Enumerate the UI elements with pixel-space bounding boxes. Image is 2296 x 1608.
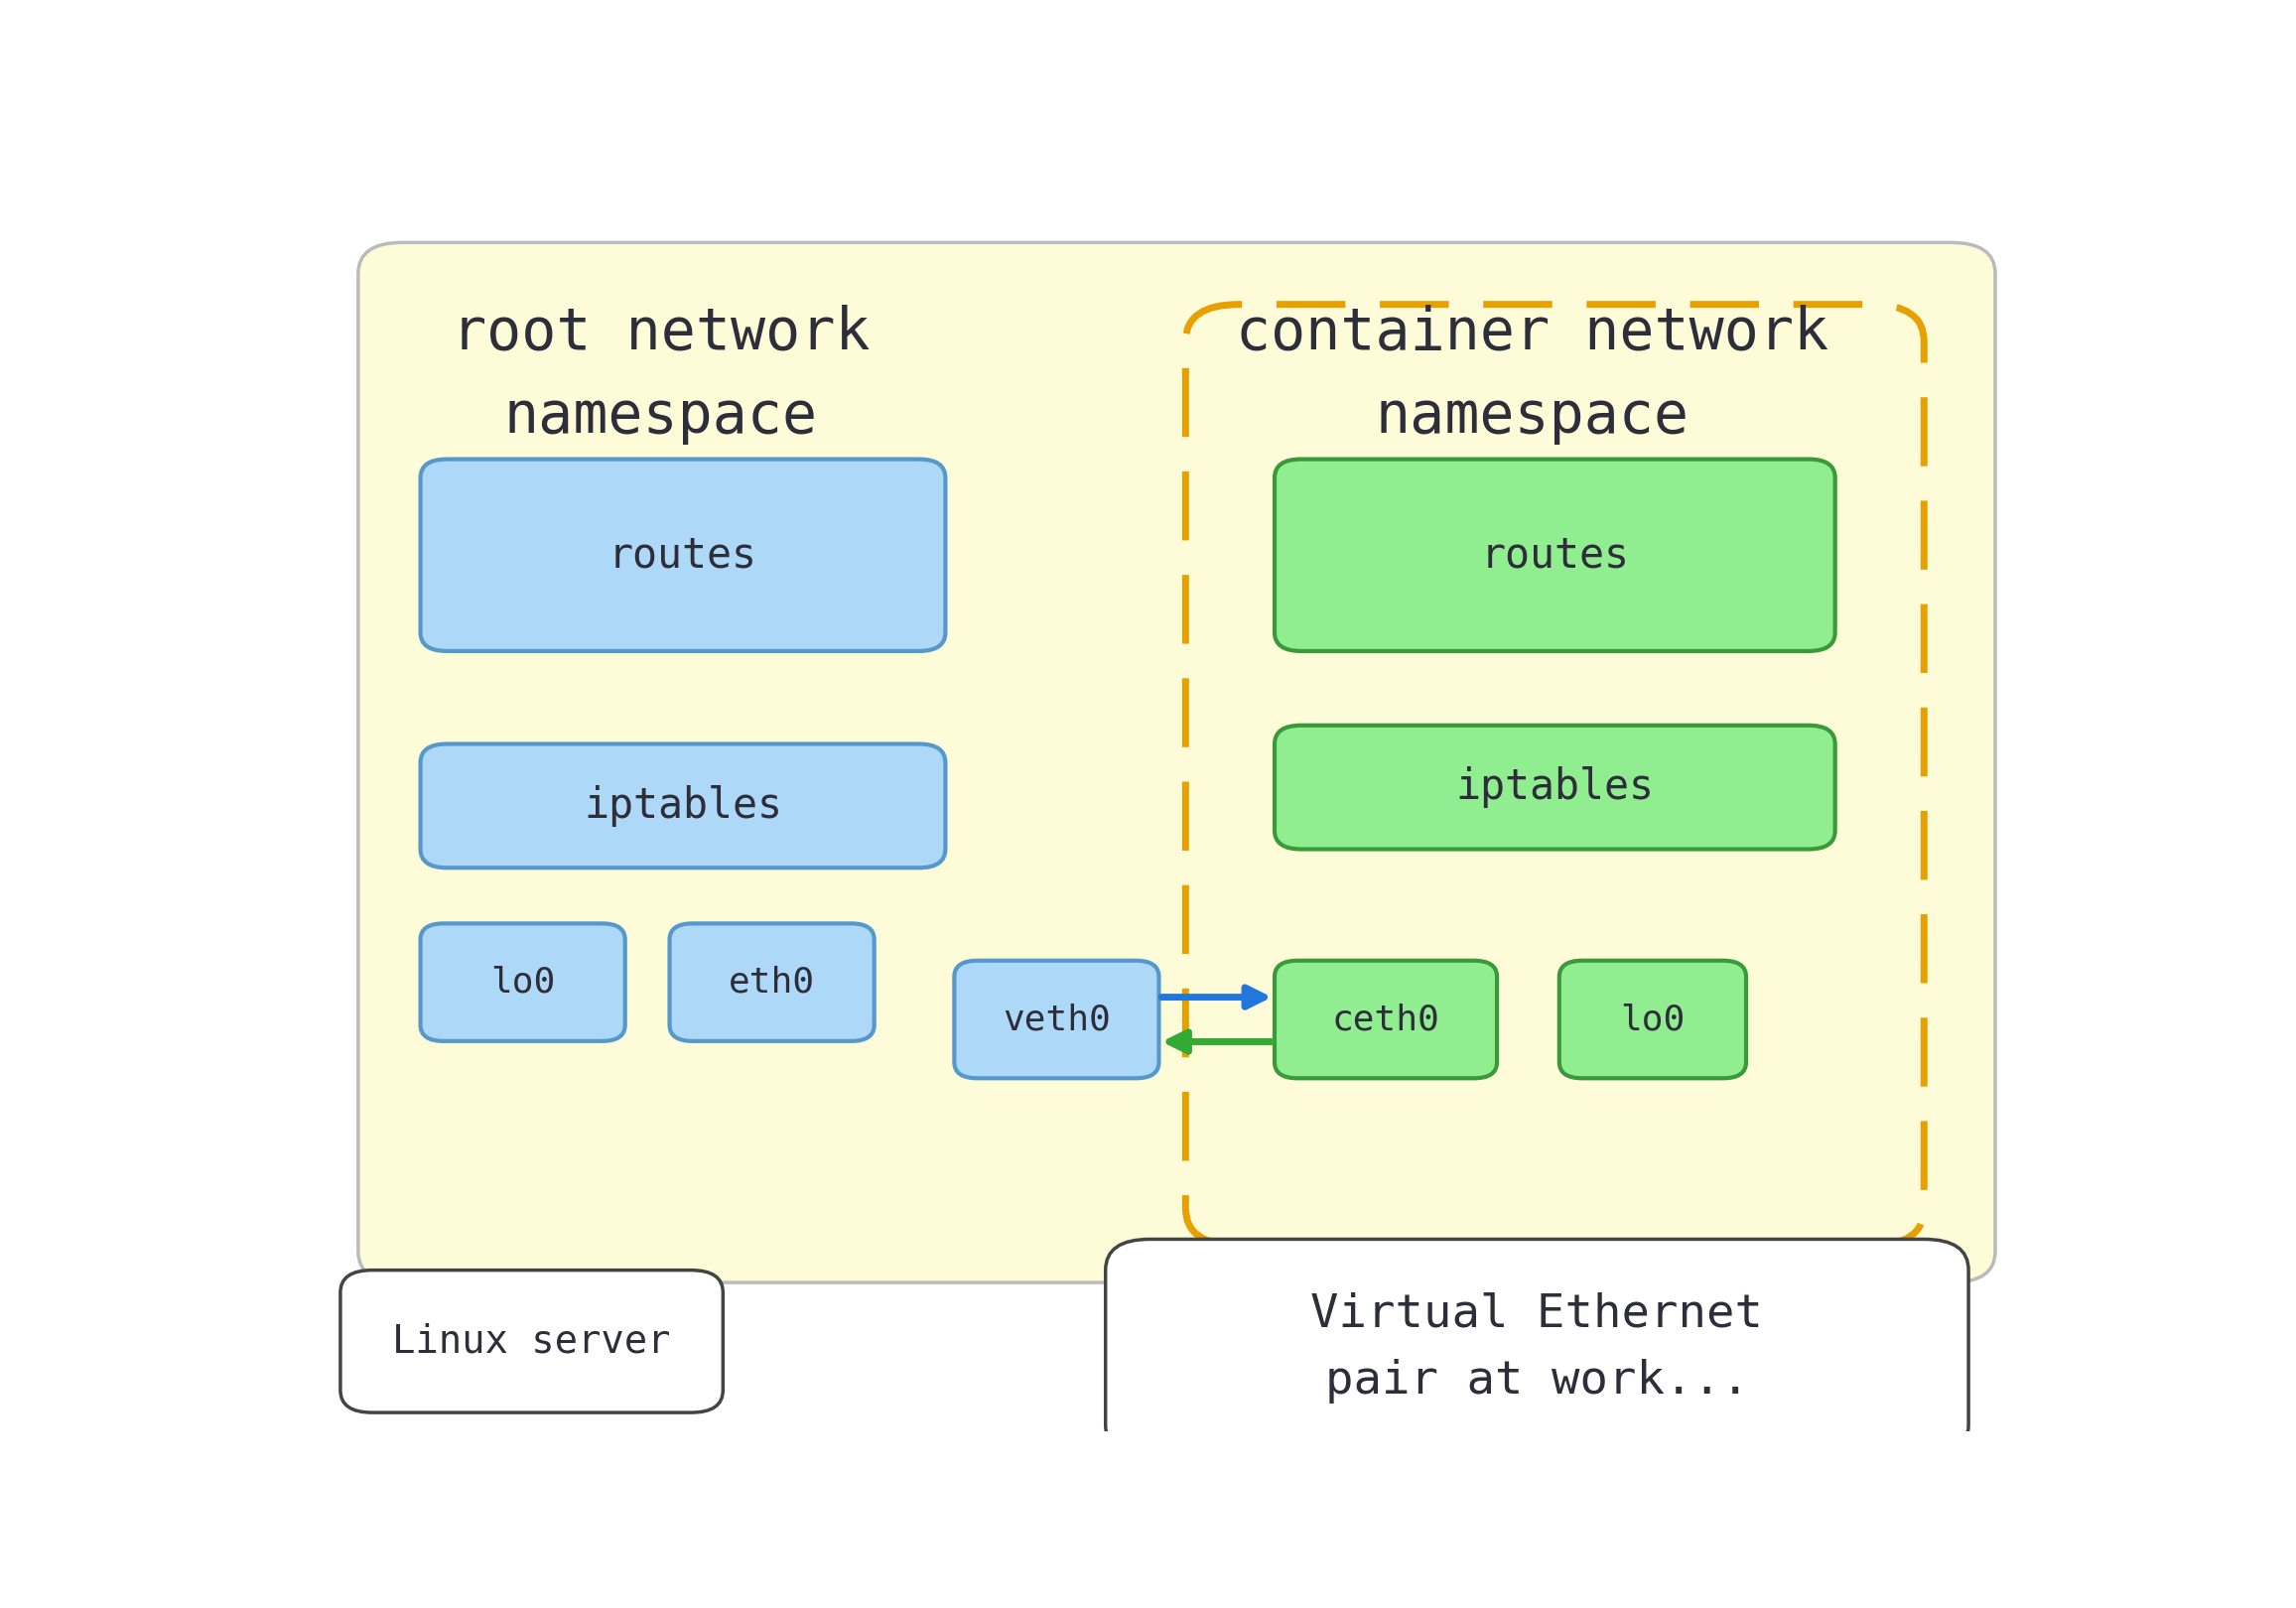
FancyBboxPatch shape — [1559, 960, 1747, 1079]
Text: lo0: lo0 — [1621, 1002, 1685, 1036]
FancyBboxPatch shape — [1274, 725, 1835, 849]
Text: container network
namespace: container network namespace — [1235, 304, 1830, 444]
FancyBboxPatch shape — [420, 745, 946, 868]
Text: root network
namespace: root network namespace — [452, 304, 870, 444]
FancyBboxPatch shape — [955, 960, 1159, 1079]
Text: routes: routes — [608, 534, 758, 576]
Text: iptables: iptables — [1456, 767, 1653, 809]
FancyBboxPatch shape — [1107, 1240, 1968, 1455]
FancyBboxPatch shape — [420, 460, 946, 651]
Text: eth0: eth0 — [728, 965, 815, 999]
Text: iptables: iptables — [583, 785, 783, 827]
Text: routes: routes — [1481, 534, 1630, 576]
FancyBboxPatch shape — [340, 1270, 723, 1412]
FancyBboxPatch shape — [1274, 960, 1497, 1079]
Text: Linux server: Linux server — [393, 1322, 670, 1360]
Text: lo0: lo0 — [491, 965, 556, 999]
Text: veth0: veth0 — [1003, 1002, 1111, 1036]
FancyBboxPatch shape — [670, 923, 875, 1040]
Text: Virtual Ethernet
pair at work...: Virtual Ethernet pair at work... — [1311, 1291, 1763, 1404]
FancyBboxPatch shape — [1274, 460, 1835, 651]
FancyBboxPatch shape — [358, 243, 1995, 1283]
Text: ceth0: ceth0 — [1332, 1002, 1440, 1036]
FancyBboxPatch shape — [420, 923, 625, 1040]
